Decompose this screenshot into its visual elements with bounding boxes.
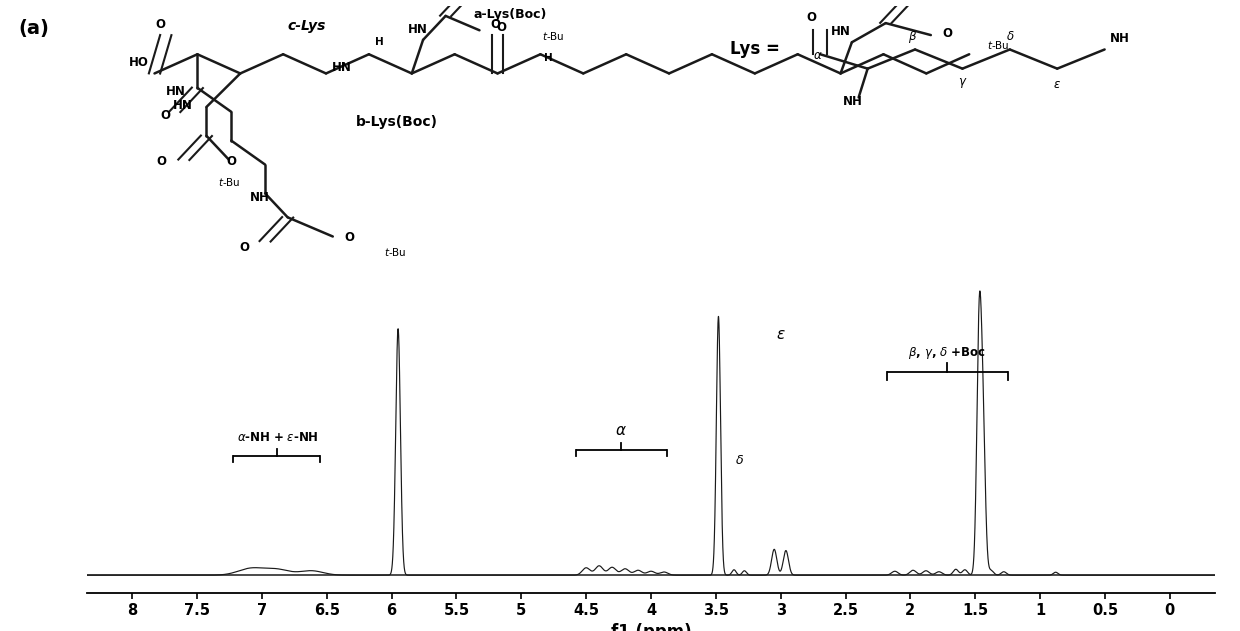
Text: $\alpha$: $\alpha$ [813,49,823,62]
Text: c-Lys: c-Lys [288,20,326,33]
Text: (a): (a) [19,19,50,38]
Text: HN: HN [408,23,428,36]
Text: O: O [490,18,500,31]
Text: b-Lys(Boc): b-Lys(Boc) [356,115,438,129]
Text: a-Lys(Boc): a-Lys(Boc) [474,8,547,21]
Text: Lys =: Lys = [730,40,780,58]
Text: HO: HO [129,56,149,69]
Text: $\mathit{t}$-Bu: $\mathit{t}$-Bu [383,245,407,257]
Text: O: O [161,109,171,122]
Text: O: O [806,11,816,24]
Text: $\mathit{t}$-Bu: $\mathit{t}$-Bu [542,30,564,42]
Text: $\mathit{t}$-Bu: $\mathit{t}$-Bu [218,176,241,188]
Text: $\gamma$: $\gamma$ [957,76,967,90]
Text: O: O [343,232,355,244]
Text: O: O [227,155,237,168]
Text: NH: NH [249,191,269,204]
Text: HN: HN [331,61,351,74]
Text: HN: HN [166,85,186,98]
Text: HN: HN [174,100,193,112]
Text: O: O [496,21,506,35]
Text: $\mathit{t}$-Bu: $\mathit{t}$-Bu [987,40,1009,52]
Text: $\varepsilon$: $\varepsilon$ [1053,78,1061,91]
Text: $\alpha$-NH + $\varepsilon$-NH: $\alpha$-NH + $\varepsilon$-NH [237,430,319,444]
Text: $\beta$: $\beta$ [908,29,918,45]
Text: $\alpha$: $\alpha$ [615,423,627,437]
Text: $\delta$: $\delta$ [734,454,744,468]
X-axis label: f1 (ppm): f1 (ppm) [610,623,692,631]
Text: O: O [155,18,165,31]
Text: $\delta$: $\delta$ [1006,30,1014,43]
Text: HN: HN [831,25,851,38]
Text: O: O [942,28,952,40]
Text: H: H [374,37,383,47]
Text: $\varepsilon$: $\varepsilon$ [776,327,786,342]
Text: H: H [544,54,553,64]
Text: NH: NH [1110,32,1130,45]
Text: O: O [156,155,166,168]
Text: $\beta$, $\gamma$, $\delta$ +Boc: $\beta$, $\gamma$, $\delta$ +Boc [909,345,986,362]
Text: O: O [239,241,249,254]
Text: NH: NH [843,95,863,108]
